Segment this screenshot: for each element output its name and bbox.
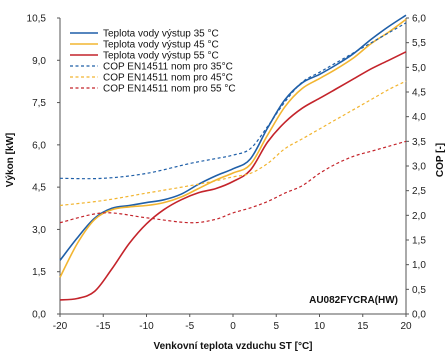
legend-label-1: Teplota vody výstup 45 °C	[103, 40, 219, 51]
legend-label-3: COP EN14511 nom pro 35°C	[103, 62, 233, 73]
y2-tick-label: 6,0	[412, 14, 426, 25]
y2-tick-label: 3,5	[412, 137, 426, 148]
y2-tick-label: 3,0	[412, 162, 426, 173]
y2-tick-label: 5,0	[412, 63, 426, 74]
y-tick-label: 0,0	[32, 310, 46, 321]
y2-tick-label: 4,5	[412, 88, 426, 99]
y-tick-label: 1,5	[32, 267, 46, 278]
y2-tick-label: 0,5	[412, 285, 426, 296]
y2-tick-label: 1,0	[412, 260, 426, 271]
x-tick-label: 10	[314, 321, 326, 332]
series-line-5	[59, 140, 407, 224]
x-tick-label: -5	[185, 321, 194, 332]
x-tick-label: -15	[96, 321, 111, 332]
series-line-3	[59, 22, 407, 180]
x-tick-label: -20	[53, 321, 68, 332]
y-tick-label: 9,0	[32, 56, 46, 67]
y-axis-ticks: 0,0 1,5 3,0 4,5 6,0 7,5 9,0 10,5	[27, 14, 60, 321]
series-line-4	[59, 80, 407, 207]
y2-tick-label: 0,0	[412, 310, 426, 321]
y2-axis-ticks: 0,0 0,5 1,0 1,5 2,0 2,5 3,0 3,5 4,0 4,5 5,0 5,5 6,0	[406, 14, 426, 321]
y2-tick-label: 4,0	[412, 112, 426, 123]
x-tick-label: 5	[273, 321, 279, 332]
x-axis-ticks: -20 -15 -10 -5 0 5 10 15 20	[53, 314, 412, 332]
y-tick-label: 3,0	[32, 225, 46, 236]
series-line-2	[59, 51, 407, 301]
y2-tick-label: 5,5	[412, 38, 426, 49]
y-tick-label: 7,5	[32, 98, 46, 109]
y-tick-label: 4,5	[32, 183, 46, 194]
y-tick-label: 10,5	[27, 14, 47, 25]
y2-axis-label: COP [-]	[435, 143, 446, 177]
x-tick-label: -10	[139, 321, 154, 332]
legend-label-5: COP EN14511 nom pro 55 °C	[103, 84, 236, 95]
x-axis-label: Venkovní teplota vzduchu ST [°C]	[153, 341, 312, 351]
y2-tick-label: 1,5	[412, 236, 426, 247]
y-axis-label: Výkon [kW]	[5, 133, 16, 187]
y-tick-label: 6,0	[32, 140, 46, 151]
x-tick-label: 0	[230, 321, 236, 332]
legend-label-2: Teplota vody výstup 55 °C	[103, 51, 219, 62]
x-tick-label: 20	[400, 321, 412, 332]
x-tick-label: 15	[357, 321, 369, 332]
y2-tick-label: 2,5	[412, 186, 426, 197]
legend-label-0: Teplota vody výstup 35 °C	[103, 29, 219, 40]
series-line-1	[59, 18, 407, 278]
model-annotation: AU082FYCRA(HW)	[309, 295, 398, 306]
legend-label-4: COP EN14511 nom pro 45°C	[103, 73, 233, 84]
series-lines	[59, 14, 407, 301]
y2-tick-label: 2,0	[412, 211, 426, 222]
series-line-0	[59, 14, 407, 261]
